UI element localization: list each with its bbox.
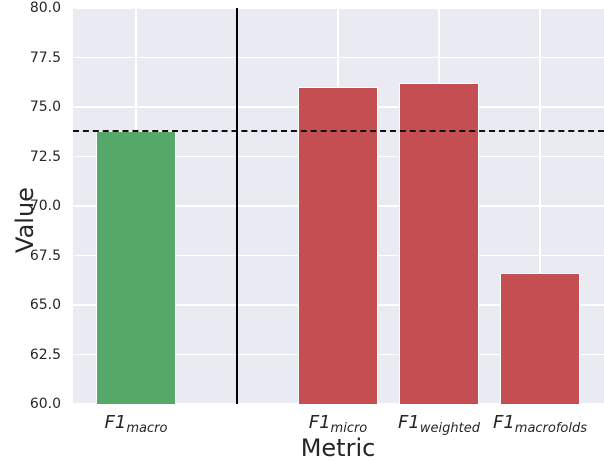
x-tick-label: F1micro [308,412,368,436]
y-tick-label: 62.5 [29,346,61,363]
separator-line [236,8,238,404]
x-tick-label: F1weighted [398,412,480,436]
y-tick-label: 72.5 [29,148,61,165]
bar-f1-macrofolds [500,273,580,404]
y-tick-label: 70.0 [29,198,61,214]
y-tick-label: 67.5 [29,247,61,264]
reference-dashed-line [73,129,604,132]
y-tick-label: 75.0 [29,99,61,115]
y-tick-label: 77.5 [29,49,61,66]
bar-f1-macro [96,130,176,404]
plot-area [73,7,604,405]
x-tick-label: F1macrofolds [492,412,588,436]
h-gridline [73,403,604,405]
x-tick-label: F1macro [104,412,168,436]
y-tick-label: 65.0 [29,297,61,313]
v-gridline [539,8,541,404]
bar-f1-weighted [399,83,479,404]
y-tick-label: 60.0 [29,396,61,412]
y-axis-label: Value [10,187,39,253]
y-tick-label: 80.0 [29,0,61,16]
bar-f1-micro [298,87,378,404]
x-axis-label: Metric [300,434,376,462]
